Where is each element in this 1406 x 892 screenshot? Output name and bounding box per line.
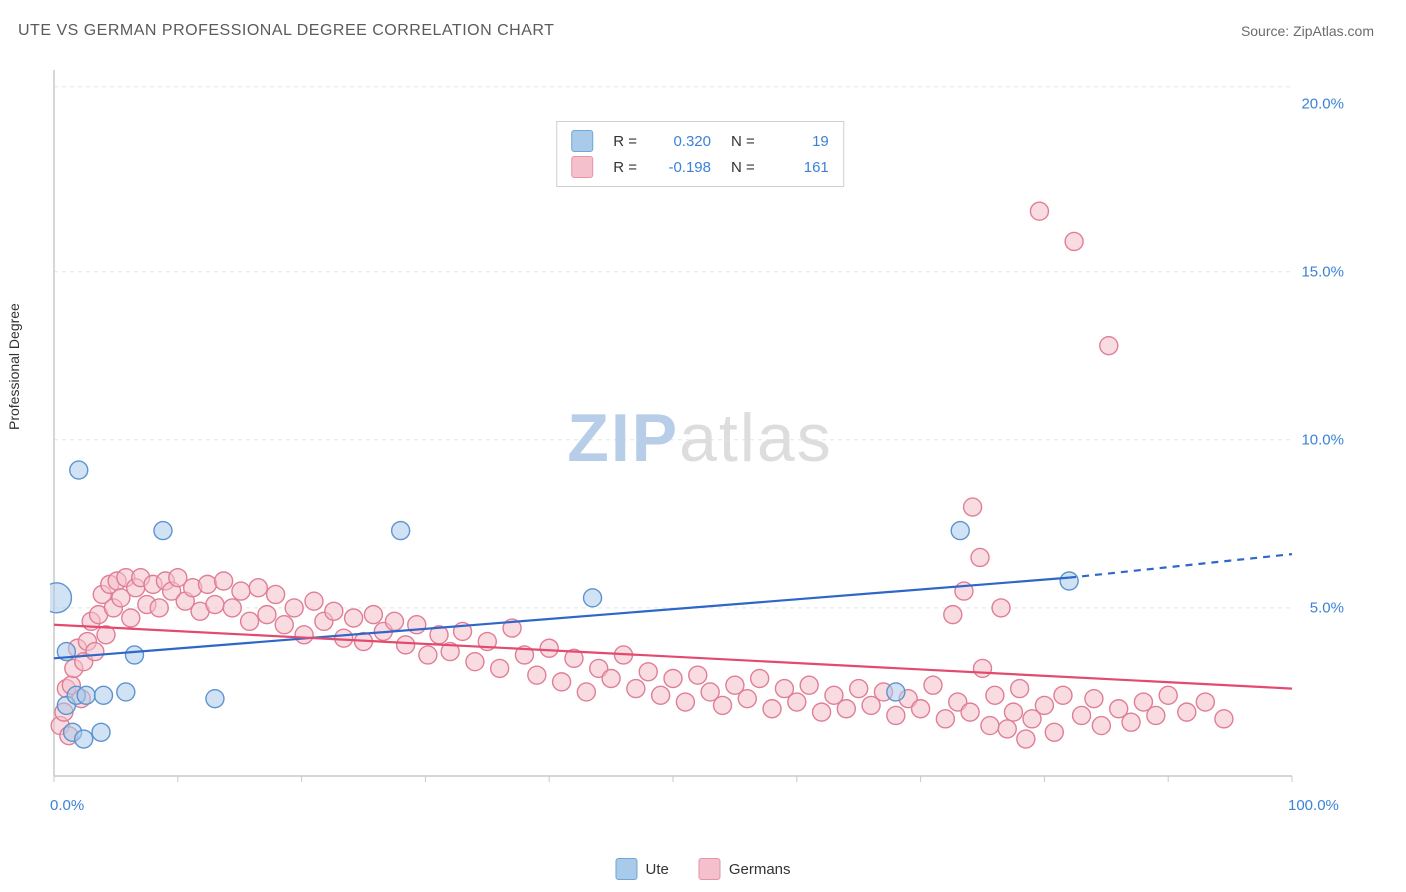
legend-r-value: -0.198: [657, 159, 711, 176]
legend-r-label: R =: [613, 133, 637, 150]
legend-stats-row: R = -0.198 N = 161: [571, 154, 829, 180]
y-tick-label: 5.0%: [1310, 599, 1344, 616]
legend-series-item: Germans: [699, 858, 791, 880]
legend-r-value: 0.320: [657, 133, 711, 150]
legend-swatch: [571, 156, 593, 178]
legend-r-label: R =: [613, 159, 637, 176]
source-attribution: Source: ZipAtlas.com: [1241, 23, 1374, 39]
legend-stats-row: R = 0.320 N = 19: [571, 128, 829, 154]
legend-series-label: Germans: [729, 861, 791, 878]
legend-n-value: 161: [775, 159, 829, 176]
legend-series-item: Ute: [615, 858, 668, 880]
y-axis-label: Professional Degree: [6, 303, 22, 430]
x-tick-label: 100.0%: [1288, 797, 1339, 814]
legend-series: Ute Germans: [615, 858, 790, 880]
legend-n-label: N =: [731, 159, 755, 176]
x-tick-label: 0.0%: [50, 797, 84, 814]
legend-swatch: [699, 858, 721, 880]
legend-n-value: 19: [775, 133, 829, 150]
legend-swatch: [615, 858, 637, 880]
legend-series-label: Ute: [645, 861, 668, 878]
y-tick-label: 15.0%: [1301, 263, 1344, 280]
legend-swatch: [571, 130, 593, 152]
legend-n-label: N =: [731, 133, 755, 150]
y-tick-label: 20.0%: [1301, 95, 1344, 112]
chart-title: UTE VS GERMAN PROFESSIONAL DEGREE CORREL…: [18, 22, 554, 40]
legend-stats: R = 0.320 N = 19 R = -0.198 N = 161: [556, 121, 844, 187]
y-tick-label: 10.0%: [1301, 431, 1344, 448]
